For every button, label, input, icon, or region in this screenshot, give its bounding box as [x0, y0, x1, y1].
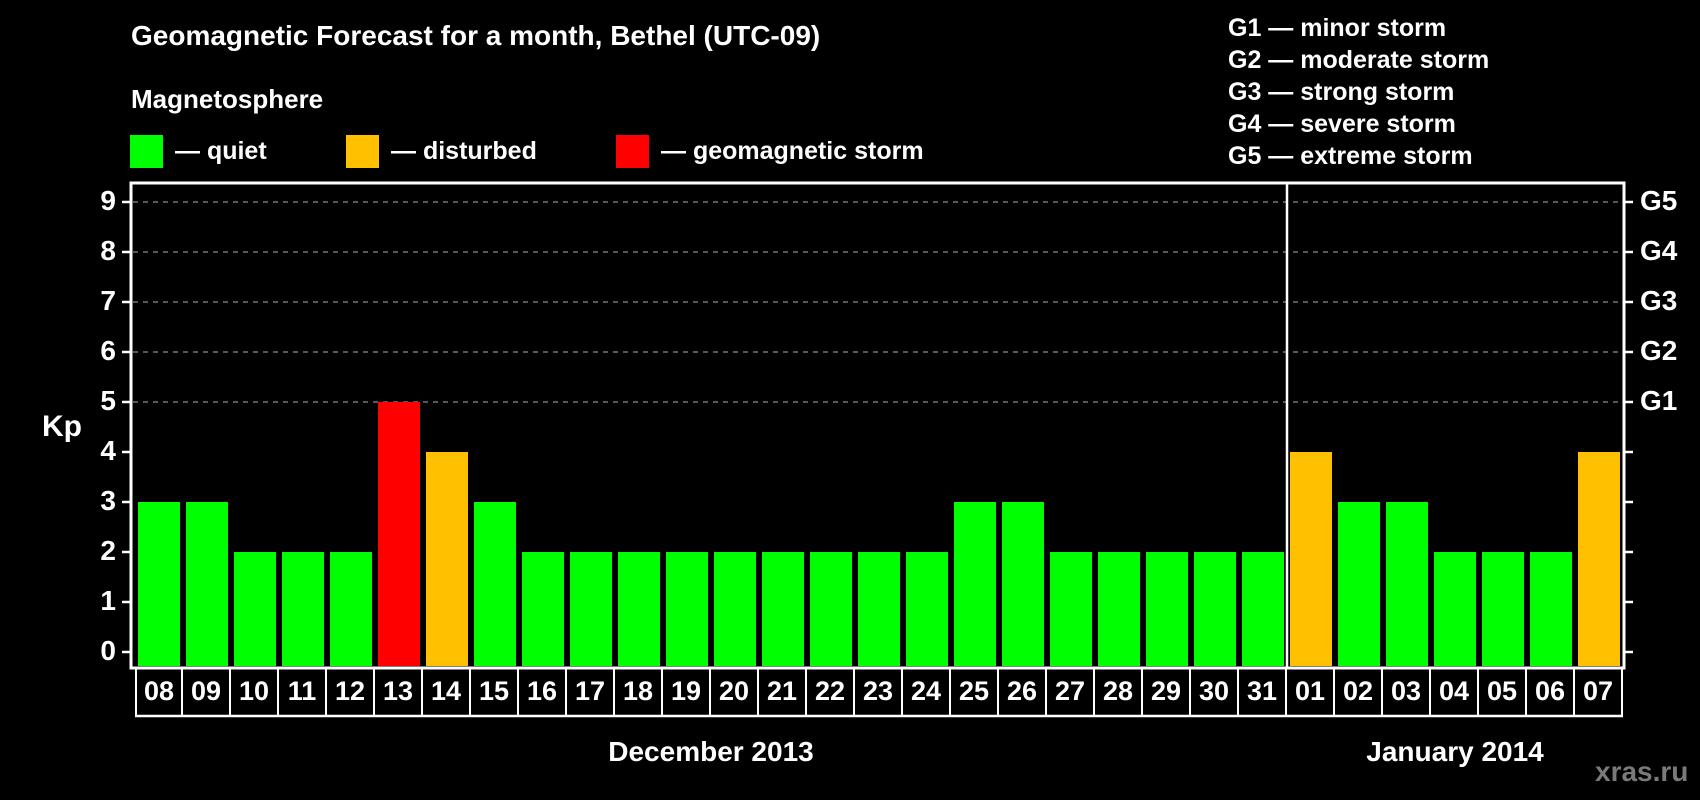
kp-bar: [618, 552, 660, 666]
g-tick-label: G1: [1640, 385, 1678, 416]
date-label: 02: [1335, 668, 1383, 717]
kp-bar: [1338, 502, 1380, 666]
kp-bar: [810, 552, 852, 666]
g-tick-label: G2: [1640, 335, 1678, 366]
disturbed-swatch-icon: [346, 135, 379, 168]
kp-bar: [282, 552, 324, 666]
chart-title: Geomagnetic Forecast for a month, Bethel…: [131, 20, 821, 51]
kp-bar: [378, 402, 420, 666]
kp-bar: [666, 552, 708, 666]
kp-bar: [522, 552, 564, 666]
y-tick-label: 7: [100, 285, 116, 316]
kp-bar: [714, 552, 756, 666]
g-legend-g1: G1 — minor storm: [1228, 14, 1447, 42]
g-legend-g5: G5 — extreme storm: [1228, 142, 1473, 170]
kp-bar: [1002, 502, 1044, 666]
kp-bar: [954, 502, 996, 666]
date-label: 05: [1479, 668, 1527, 717]
y-tick-label: 4: [100, 435, 116, 466]
kp-bar: [1242, 552, 1284, 666]
date-label: 19: [663, 668, 711, 717]
date-label: 27: [1047, 668, 1095, 717]
kp-bar: [1194, 552, 1236, 666]
g-legend-g2: G2 — moderate storm: [1228, 46, 1490, 74]
kp-bar: [1482, 552, 1524, 666]
kp-bar: [762, 552, 804, 666]
g-legend-g3: G3 — strong storm: [1228, 78, 1455, 106]
date-label: 11: [279, 668, 327, 717]
kp-bar: [858, 552, 900, 666]
y-tick-label: 9: [100, 185, 116, 216]
kp-bar: [906, 552, 948, 666]
date-label: 28: [1095, 668, 1143, 717]
date-label: 25: [951, 668, 999, 717]
legend-heading: Magnetosphere: [131, 84, 324, 114]
date-label: 16: [519, 668, 567, 717]
kp-bar: [186, 502, 228, 666]
kp-bar: [474, 502, 516, 666]
date-label: 10: [231, 668, 279, 717]
date-label: 23: [855, 668, 903, 717]
date-label: 29: [1143, 668, 1191, 717]
date-label: 31: [1239, 668, 1287, 717]
date-label: 09: [183, 668, 231, 717]
storm-swatch-icon: [616, 135, 649, 168]
date-label: 14: [423, 668, 471, 717]
legend-label-quiet: — quiet: [175, 137, 267, 165]
date-label: 12: [327, 668, 375, 717]
y-tick-label: 5: [100, 385, 116, 416]
kp-bar: [1146, 552, 1188, 666]
kp-bar: [1578, 452, 1620, 666]
kp-bar: [330, 552, 372, 666]
month-label: January 2014: [1366, 736, 1544, 767]
date-label: 26: [999, 668, 1047, 717]
kp-bar: [1386, 502, 1428, 666]
g-tick-label: G3: [1640, 285, 1678, 316]
kp-bar: [138, 502, 180, 666]
y-axis-label: Kp: [42, 410, 82, 443]
kp-bar: [426, 452, 468, 666]
g-legend-g4: G4 — severe storm: [1228, 110, 1456, 138]
date-label: 24: [903, 668, 951, 717]
y-tick-label: 1: [100, 585, 116, 616]
plot-frame: [129, 181, 1626, 670]
kp-bar: [570, 552, 612, 666]
quiet-swatch-icon: [130, 135, 163, 168]
kp-bar: [1098, 552, 1140, 666]
date-label: 13: [375, 668, 423, 717]
legend-label-disturbed: — disturbed: [391, 137, 537, 165]
date-label: 08: [135, 668, 183, 717]
g-tick-label: G5: [1640, 185, 1678, 216]
g-tick-label: G4: [1640, 235, 1678, 266]
date-label: 30: [1191, 668, 1239, 717]
kp-bar: [1290, 452, 1332, 666]
kp-bar: [1434, 552, 1476, 666]
kp-bar: [1050, 552, 1092, 666]
date-label: 01: [1287, 668, 1335, 717]
legend-item-quiet: — quiet: [130, 135, 267, 168]
y-tick-label: 6: [100, 335, 116, 366]
legend-item-storm: — geomagnetic storm: [616, 135, 924, 168]
date-label: 20: [711, 668, 759, 717]
y-tick-label: 3: [100, 485, 116, 516]
y-tick-label: 0: [100, 635, 116, 666]
month-label: December 2013: [608, 736, 814, 767]
legend-label-storm: — geomagnetic storm: [661, 137, 924, 165]
date-label: 22: [807, 668, 855, 717]
date-label: 03: [1383, 668, 1431, 717]
kp-bar: [234, 552, 276, 666]
watermark: xras.ru: [1595, 756, 1689, 787]
date-label: 18: [615, 668, 663, 717]
date-label: 17: [567, 668, 615, 717]
kp-bar: [1530, 552, 1572, 666]
date-label: 06: [1527, 668, 1575, 717]
legend-item-disturbed: — disturbed: [346, 135, 537, 168]
date-label: 04: [1431, 668, 1479, 717]
y-tick-label: 2: [100, 535, 116, 566]
y-tick-label: 8: [100, 235, 116, 266]
date-label: 15: [471, 668, 519, 717]
date-label: 07: [1575, 668, 1623, 717]
g-scale-legend: G1 — minor storm G2 — moderate storm G3 …: [1228, 12, 1489, 172]
date-label: 21: [759, 668, 807, 717]
